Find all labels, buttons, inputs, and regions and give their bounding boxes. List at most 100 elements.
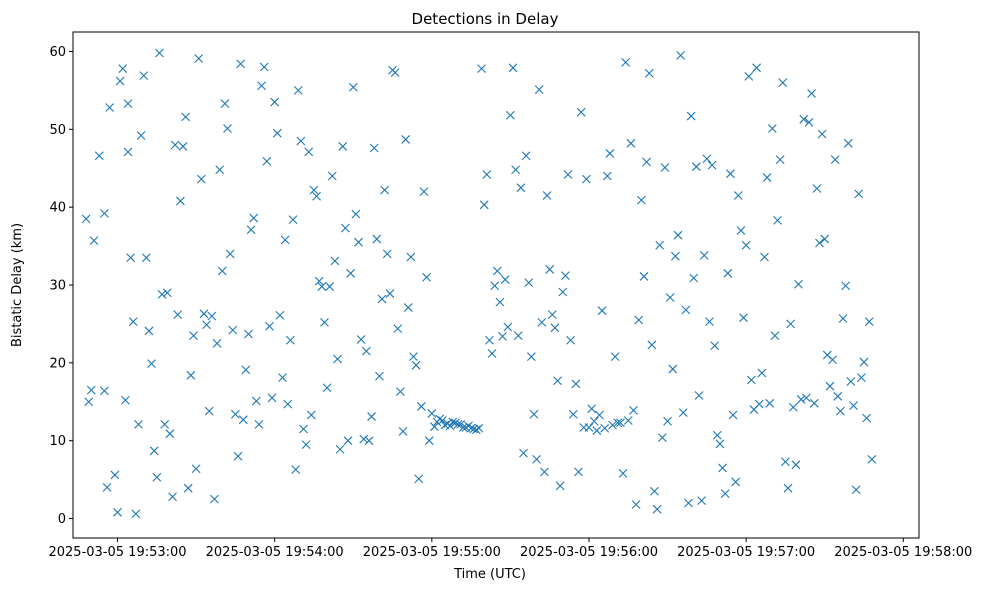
- y-axis-label: Bistatic Delay (km): [10, 223, 25, 347]
- data-point: [359, 434, 369, 444]
- y-tick-label: 50: [49, 123, 66, 138]
- data-point: [348, 82, 358, 92]
- data-point: [650, 486, 659, 496]
- data-point: [487, 349, 497, 358]
- data-point: [516, 183, 526, 193]
- data-point: [694, 391, 704, 400]
- data-point: [676, 50, 686, 60]
- data-point: [589, 416, 599, 426]
- data-point: [375, 371, 384, 381]
- data-point: [139, 71, 149, 80]
- data-point: [115, 76, 125, 86]
- data-point: [691, 162, 701, 172]
- data-point: [584, 423, 594, 432]
- data-point: [262, 156, 272, 166]
- data-point: [278, 373, 287, 383]
- data-point: [526, 352, 536, 362]
- data-point: [636, 195, 646, 205]
- data-point: [474, 423, 484, 433]
- data-point: [657, 433, 667, 442]
- data-point: [540, 467, 549, 477]
- data-point: [801, 393, 811, 403]
- data-point: [466, 423, 476, 433]
- data-point: [503, 322, 513, 332]
- data-point: [322, 383, 332, 393]
- data-point: [731, 477, 741, 487]
- data-point: [202, 320, 211, 330]
- data-point: [84, 397, 94, 407]
- data-point: [126, 253, 136, 263]
- data-point: [314, 276, 324, 286]
- data-point: [788, 402, 798, 412]
- data-point: [846, 377, 856, 386]
- data-point: [867, 454, 877, 464]
- data-point: [524, 278, 534, 288]
- data-point: [864, 317, 874, 326]
- data-point: [482, 170, 492, 179]
- data-point: [233, 451, 243, 461]
- data-point: [128, 317, 138, 326]
- chart-title: Detections in Delay: [412, 10, 559, 28]
- data-point: [529, 409, 539, 419]
- data-point: [710, 341, 720, 351]
- data-point: [571, 379, 581, 389]
- data-point: [212, 338, 222, 348]
- data-point: [770, 331, 780, 340]
- data-point: [210, 494, 219, 504]
- data-point: [726, 169, 735, 179]
- x-tick-label: 2025-03-05 19:54:00: [206, 545, 344, 560]
- data-point: [634, 315, 644, 325]
- data-point: [859, 357, 869, 367]
- x-tick-label: 2025-03-05 19:58:00: [834, 545, 972, 560]
- data-point: [369, 143, 379, 153]
- data-point: [105, 103, 115, 112]
- data-point: [639, 272, 649, 281]
- data-point: [537, 317, 547, 327]
- data-point: [705, 317, 714, 326]
- data-point: [851, 485, 861, 495]
- data-point: [244, 329, 253, 339]
- data-point: [621, 57, 631, 67]
- data-point: [608, 420, 617, 430]
- data-point: [825, 381, 835, 391]
- data-point: [506, 110, 515, 120]
- data-point: [100, 208, 109, 218]
- data-point: [424, 436, 434, 446]
- data-point: [623, 416, 633, 425]
- data-point: [304, 147, 314, 157]
- data-point: [325, 282, 335, 291]
- data-point: [629, 405, 638, 415]
- data-point: [409, 352, 418, 362]
- data-point: [152, 472, 162, 482]
- data-point: [767, 124, 777, 133]
- data-point: [799, 114, 809, 124]
- data-point: [94, 151, 104, 161]
- data-point: [862, 413, 872, 423]
- data-point: [783, 483, 793, 493]
- data-point: [479, 200, 489, 210]
- data-point: [141, 253, 151, 263]
- data-point: [597, 306, 607, 316]
- data-point: [265, 321, 274, 331]
- data-point: [796, 395, 806, 404]
- x-tick-label: 2025-03-05 19:56:00: [520, 545, 658, 560]
- data-point: [521, 151, 531, 161]
- data-point: [320, 317, 329, 327]
- data-point: [809, 398, 819, 408]
- data-point: [280, 235, 290, 245]
- data-point: [396, 387, 405, 397]
- data-point: [390, 68, 400, 77]
- data-point: [81, 214, 91, 224]
- data-point: [728, 410, 738, 420]
- data-point: [445, 421, 455, 431]
- data-point: [301, 440, 311, 449]
- data-point: [765, 398, 775, 408]
- data-point: [118, 64, 128, 73]
- data-point: [286, 335, 295, 345]
- data-point: [199, 309, 209, 319]
- y-tick-label: 20: [49, 356, 66, 371]
- data-point: [697, 496, 706, 506]
- data-point: [283, 399, 293, 409]
